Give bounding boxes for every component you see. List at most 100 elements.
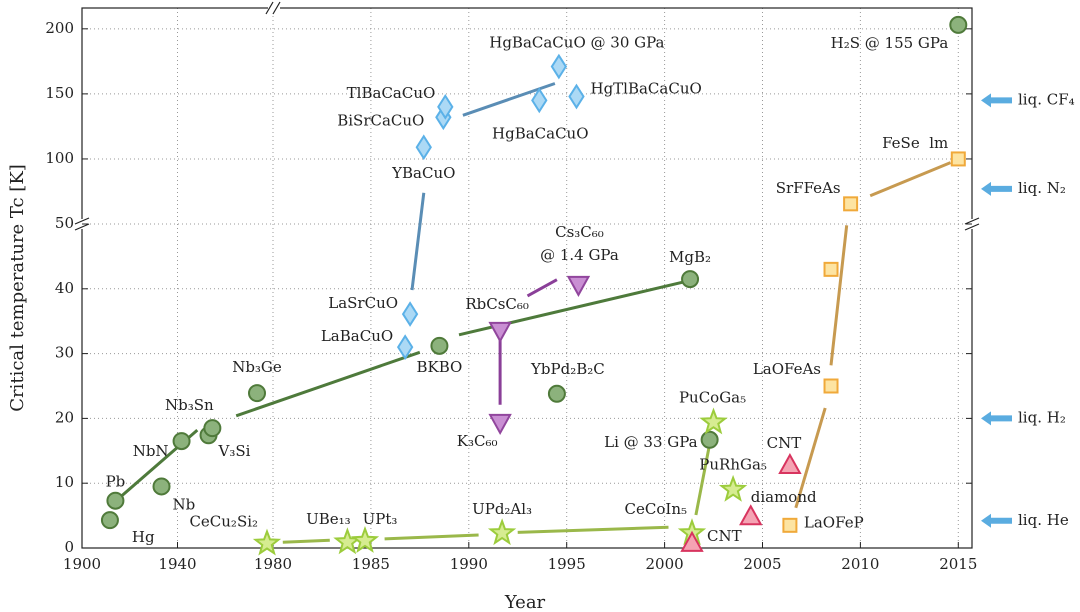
marker bbox=[718, 474, 748, 502]
point-label: HgTlBaCaCuO bbox=[590, 79, 701, 97]
point-label: diamond bbox=[751, 488, 817, 506]
marker bbox=[488, 413, 512, 435]
x-tick-label: 1985 bbox=[352, 555, 390, 573]
marker bbox=[823, 261, 839, 277]
trend-line bbox=[282, 444, 712, 544]
trend-line bbox=[794, 161, 952, 509]
point-label: YbPd₂B₂C bbox=[530, 360, 605, 378]
marker bbox=[843, 196, 859, 212]
point-label: Nb bbox=[173, 495, 196, 513]
point-label: CNT bbox=[707, 527, 742, 545]
point-label: SrFFeAs bbox=[776, 179, 841, 197]
point-label: Pb bbox=[106, 473, 126, 491]
marker bbox=[700, 430, 719, 449]
grid bbox=[81, 8, 972, 549]
marker bbox=[699, 407, 728, 435]
point-label: NbN bbox=[133, 442, 169, 460]
point-label: CeCoIn₅ bbox=[625, 500, 687, 518]
marker bbox=[680, 530, 704, 552]
point-label: TlBaCaCuO bbox=[347, 84, 436, 102]
x-tick-label: 1980 bbox=[254, 555, 292, 573]
point-label: UPd₂Al₃ bbox=[472, 500, 532, 518]
marker bbox=[566, 275, 591, 297]
point-label: H₂S @ 155 GPa bbox=[831, 34, 949, 52]
point-label: HgBaCaCuO @ 30 GPa bbox=[489, 34, 664, 52]
marker bbox=[100, 511, 119, 530]
point-label: BKBO bbox=[417, 358, 463, 376]
marker bbox=[172, 432, 191, 451]
reference-label: liq. CF₄ bbox=[1018, 90, 1075, 108]
point-label: @ 1.4 GPa bbox=[540, 246, 619, 264]
marker bbox=[152, 477, 171, 496]
point-label: K₃C₆₀ bbox=[457, 432, 498, 450]
y-tick-label: 30 bbox=[55, 344, 74, 362]
y-tick-label: 50 bbox=[55, 214, 74, 232]
x-tick-label: 2015 bbox=[939, 555, 977, 573]
point-label: LaBaCuO bbox=[321, 327, 393, 345]
point-label: CNT bbox=[767, 434, 802, 452]
marker bbox=[333, 527, 362, 555]
point-label: Hg bbox=[132, 528, 155, 546]
x-tick-label: 1900 bbox=[63, 555, 101, 573]
x-tick-label: 2010 bbox=[841, 555, 879, 573]
point-label: Nb₃Ge bbox=[232, 358, 282, 376]
marker bbox=[487, 518, 517, 546]
point-label: UBe₁₃ bbox=[306, 510, 351, 528]
y-tick-label: 100 bbox=[45, 149, 74, 167]
point-label: Nb₃Sn bbox=[165, 396, 214, 414]
x-tick-label: 1940 bbox=[158, 555, 196, 573]
point-label: BiSrCaCuO bbox=[337, 111, 424, 129]
point-label: Li @ 33 GPa bbox=[604, 433, 698, 451]
marker bbox=[203, 419, 222, 438]
point-label: Cs₃C₆₀ bbox=[555, 223, 604, 241]
marker bbox=[681, 270, 700, 289]
marker bbox=[950, 151, 966, 167]
marker bbox=[782, 517, 798, 533]
point-label: LaSrCuO bbox=[328, 294, 398, 312]
marker bbox=[778, 452, 802, 475]
marker bbox=[568, 83, 585, 110]
marker bbox=[415, 134, 432, 161]
marker bbox=[350, 526, 380, 553]
marker bbox=[547, 384, 566, 403]
trend-line bbox=[410, 82, 556, 291]
point-label: FeSe lm bbox=[882, 134, 948, 152]
point-label: LaOFeAs bbox=[753, 360, 821, 378]
y-axis-label: Critical temperature Tc [K] bbox=[7, 164, 28, 412]
reference-arrow bbox=[981, 411, 1012, 426]
point-label: RbCsC₆₀ bbox=[465, 295, 529, 313]
point-label: YBaCuO bbox=[391, 164, 455, 182]
y-tick-label: 10 bbox=[55, 473, 74, 491]
y-tick-label: 20 bbox=[55, 408, 74, 426]
point-label: PuRhGa₅ bbox=[699, 456, 767, 474]
reference-label: liq. He bbox=[1018, 511, 1069, 529]
point-label: LaOFeP bbox=[804, 513, 864, 531]
marker bbox=[949, 15, 968, 34]
reference-label: liq. N₂ bbox=[1018, 179, 1066, 197]
trend-line bbox=[115, 280, 683, 502]
marker bbox=[823, 378, 839, 394]
x-tick-label: 1990 bbox=[450, 555, 488, 573]
marker bbox=[248, 384, 267, 403]
marker bbox=[252, 528, 282, 556]
marker bbox=[396, 334, 414, 360]
reference-arrow bbox=[981, 93, 1012, 108]
point-label: MgB₂ bbox=[669, 248, 711, 266]
x-tick-label: 2000 bbox=[646, 555, 684, 573]
marker bbox=[401, 301, 419, 327]
point-label: PuCoGa₅ bbox=[679, 388, 746, 406]
y-tick-label: 40 bbox=[55, 279, 74, 297]
reference-label: liq. H₂ bbox=[1018, 408, 1066, 426]
point-label: CeCu₂Si₂ bbox=[189, 512, 258, 530]
marker bbox=[739, 504, 763, 526]
point-label: V₃Si bbox=[218, 442, 251, 460]
point-label: HgBaCaCuO bbox=[492, 124, 589, 142]
marker bbox=[531, 87, 548, 114]
y-tick-label: 200 bbox=[45, 19, 74, 37]
reference-arrow bbox=[981, 181, 1012, 196]
y-tick-label: 0 bbox=[64, 538, 74, 556]
y-tick-label: 150 bbox=[45, 84, 74, 102]
point-label: UPt₃ bbox=[363, 510, 398, 528]
x-tick-label: 1995 bbox=[548, 555, 586, 573]
